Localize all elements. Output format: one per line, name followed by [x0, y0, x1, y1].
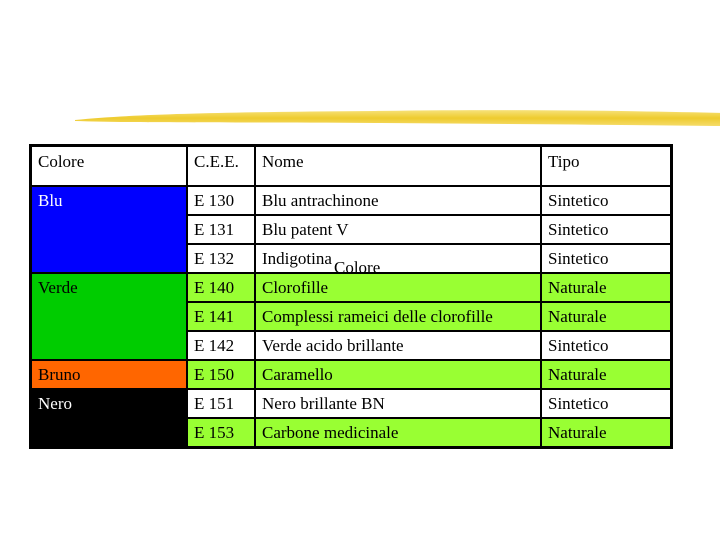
cee-cell: E 153 — [186, 417, 256, 449]
tipo-cell: Naturale — [540, 301, 673, 332]
tipo-cell: Sintetico — [540, 243, 673, 274]
cee-cell: E 132 — [186, 243, 256, 274]
tipo-cell: Naturale — [540, 359, 673, 390]
nome-cell: Blu patent V — [254, 214, 542, 245]
nome-cell: Verde acido brillante — [254, 330, 542, 361]
cee-cell: E 150 — [186, 359, 256, 390]
table-row: Bruno E 150 Caramello Naturale — [29, 359, 673, 390]
nome-cell: Caramello — [254, 359, 542, 390]
tipo-cell: Sintetico — [540, 185, 673, 216]
nome-cell: Nero brillante BN — [254, 388, 542, 419]
yellow-brush-stroke — [75, 110, 720, 126]
nome-cell: Carbone medicinale — [254, 417, 542, 449]
cee-cell: E 140 — [186, 272, 256, 303]
table-row: E 131 Blu patent V Sintetico — [30, 214, 673, 245]
tipo-cell: Sintetico — [540, 388, 673, 419]
header-cee: C.E.E. — [186, 144, 256, 187]
tipo-cell: Naturale — [540, 417, 673, 449]
tipo-cell: Naturale — [540, 272, 673, 303]
colore-nero: Nero — [29, 388, 188, 449]
nome-cell: Complessi rameici delle clorofille — [254, 301, 542, 332]
stray-colore-label: Colore — [334, 258, 381, 277]
colore-bruno: Bruno — [29, 359, 188, 390]
nome-cell: Indigotina — [254, 243, 542, 274]
cee-cell: E 141 — [186, 301, 256, 332]
table-row: Verde E 140 Clorofille Naturale — [29, 272, 673, 361]
header-colore: Colore — [29, 144, 188, 187]
food-colorants-table: Colore C.E.E. Nome Tipo Blu E 130 Blu an… — [29, 144, 673, 449]
colore-blu: Blu — [29, 185, 188, 274]
nome-cell: Blu antrachinone — [254, 185, 542, 216]
header-nome: Nome — [254, 144, 542, 187]
tipo-cell: Sintetico — [540, 330, 673, 361]
cee-cell: E 131 — [186, 214, 256, 245]
table-row: Nero E 151 Nero brillante BN Sintetico — [29, 388, 673, 449]
tipo-cell: Sintetico — [540, 214, 673, 245]
table-row: Blu E 130 Blu antrachinone Sintetico — [29, 185, 673, 274]
cee-cell: E 130 — [186, 185, 256, 216]
nome-cell: Clorofille — [254, 272, 542, 303]
cee-cell: E 151 — [186, 388, 256, 419]
cee-cell: E 142 — [186, 330, 256, 361]
colore-verde: Verde — [29, 272, 188, 361]
header-tipo: Tipo — [540, 144, 673, 187]
table-header-row: Colore C.E.E. Nome Tipo — [29, 144, 673, 187]
